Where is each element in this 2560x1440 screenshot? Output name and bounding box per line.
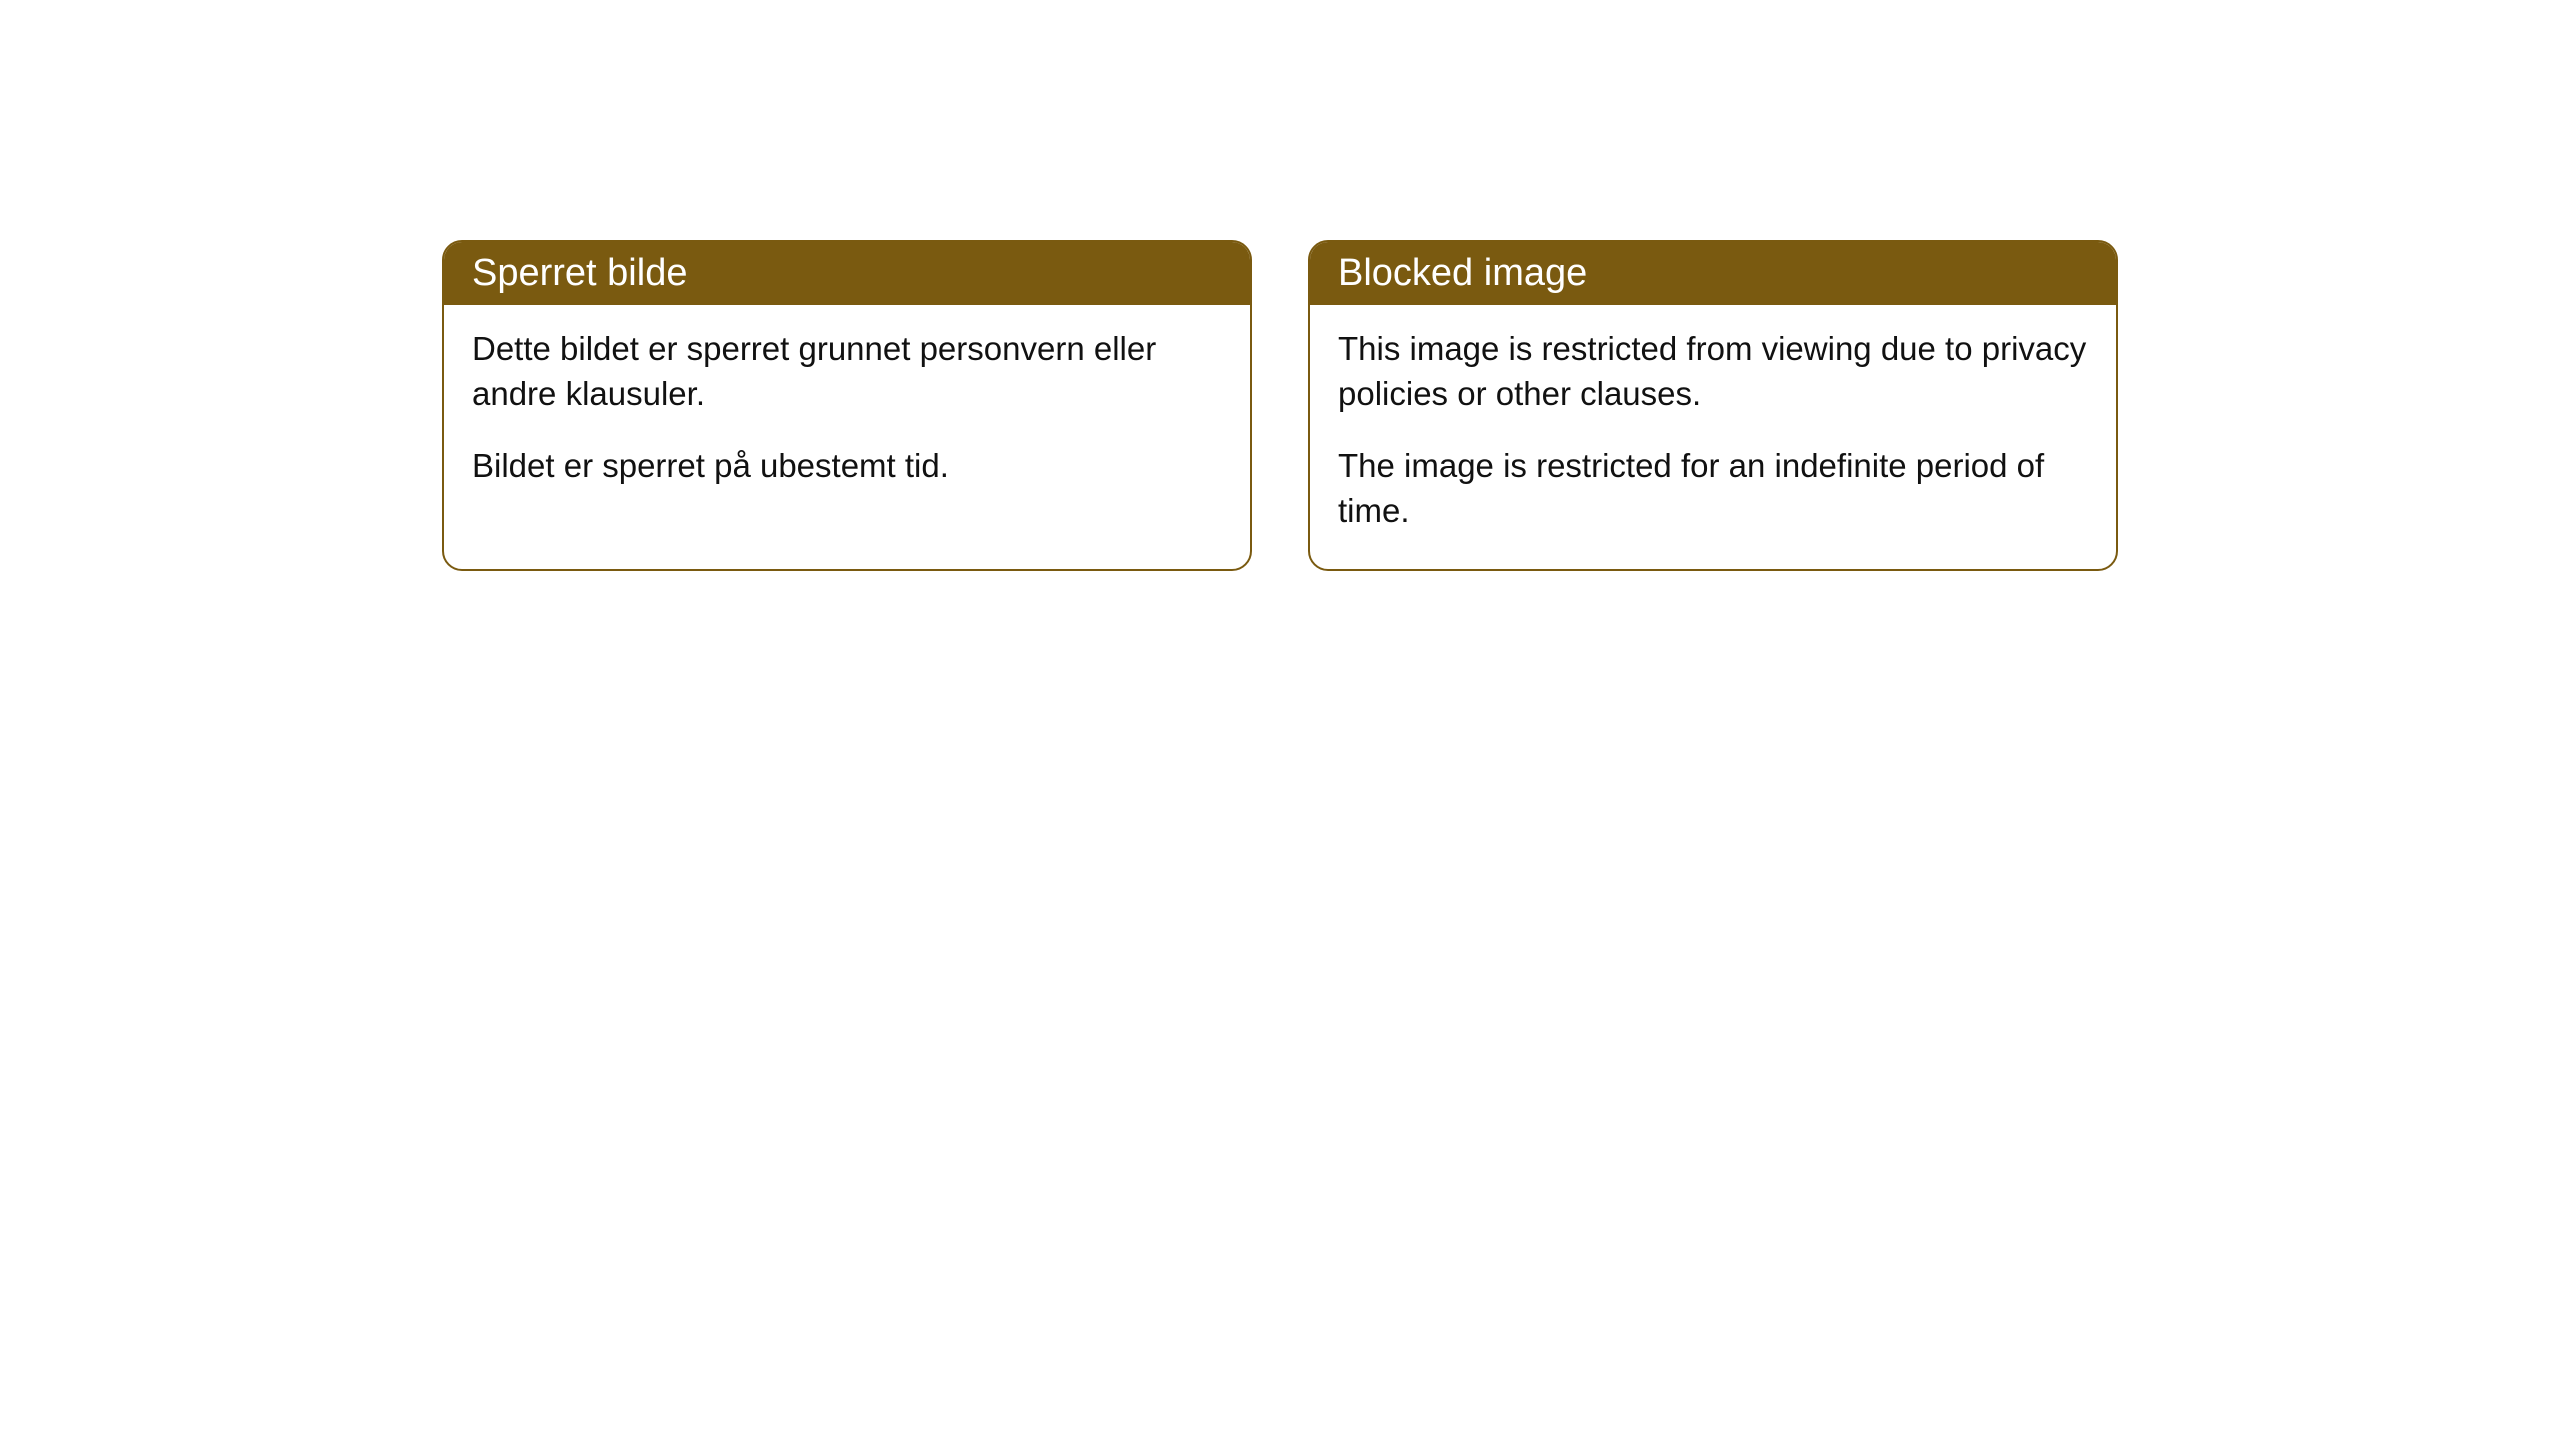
card-body-norwegian: Dette bildet er sperret grunnet personve… <box>444 305 1250 525</box>
card-header-english: Blocked image <box>1310 242 2116 305</box>
card-body-english: This image is restricted from viewing du… <box>1310 305 2116 569</box>
card-text-norwegian-2: Bildet er sperret på ubestemt tid. <box>472 444 1222 489</box>
blocked-image-card-english: Blocked image This image is restricted f… <box>1308 240 2118 571</box>
card-text-norwegian-1: Dette bildet er sperret grunnet personve… <box>472 327 1222 416</box>
card-text-english-2: The image is restricted for an indefinit… <box>1338 444 2088 533</box>
blocked-image-card-norwegian: Sperret bilde Dette bildet er sperret gr… <box>442 240 1252 571</box>
cards-container: Sperret bilde Dette bildet er sperret gr… <box>0 240 2560 571</box>
card-text-english-1: This image is restricted from viewing du… <box>1338 327 2088 416</box>
card-header-norwegian: Sperret bilde <box>444 242 1250 305</box>
